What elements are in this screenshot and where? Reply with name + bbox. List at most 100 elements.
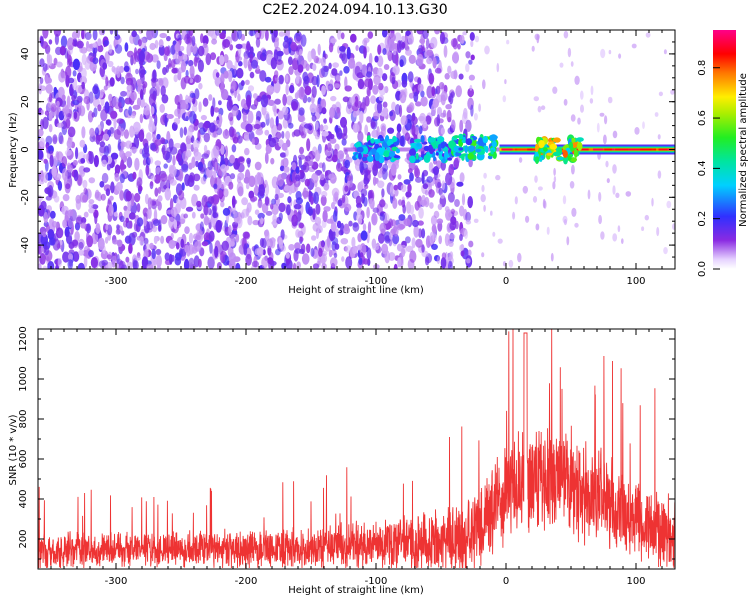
faint-speckle bbox=[465, 219, 472, 225]
noise-speckle bbox=[228, 224, 232, 236]
signal-cluster-blob bbox=[433, 156, 437, 162]
noise-speckle bbox=[363, 258, 369, 265]
faint-speckle bbox=[587, 189, 591, 200]
noise-speckle bbox=[326, 235, 331, 248]
noise-speckle bbox=[222, 38, 231, 48]
noise-speckle bbox=[86, 40, 90, 49]
noise-speckle bbox=[86, 223, 92, 234]
noise-speckle bbox=[293, 129, 301, 137]
noise-speckle bbox=[373, 74, 381, 86]
noise-speckle bbox=[154, 113, 158, 127]
noise-speckle bbox=[357, 78, 365, 90]
noise-speckle bbox=[444, 206, 450, 213]
faint-speckle bbox=[567, 47, 572, 58]
noise-speckle bbox=[452, 51, 459, 64]
noise-speckle bbox=[367, 31, 374, 39]
noise-speckle bbox=[260, 121, 266, 128]
noise-speckle bbox=[175, 242, 180, 250]
noise-speckle bbox=[130, 113, 136, 119]
noise-speckle bbox=[230, 234, 238, 242]
x-tick-label: -200 bbox=[235, 276, 258, 287]
noise-speckle bbox=[207, 196, 215, 205]
noise-speckle bbox=[145, 243, 150, 252]
faint-speckle bbox=[569, 181, 575, 189]
noise-speckle bbox=[236, 181, 244, 195]
signal-cluster-blob bbox=[485, 145, 489, 153]
signal-cluster-blob bbox=[563, 155, 568, 165]
noise-speckle bbox=[430, 36, 438, 49]
noise-speckle bbox=[459, 233, 463, 242]
faint-speckle bbox=[580, 90, 584, 100]
noise-speckle bbox=[450, 208, 455, 215]
noise-speckle bbox=[343, 226, 351, 235]
noise-speckle bbox=[321, 107, 327, 115]
signal-cluster-blob bbox=[568, 141, 574, 150]
noise-speckle bbox=[109, 195, 114, 201]
noise-speckle bbox=[78, 105, 86, 117]
noise-speckle bbox=[124, 97, 132, 105]
noise-speckle bbox=[336, 106, 341, 114]
faint-speckle bbox=[484, 45, 490, 55]
noise-speckle bbox=[415, 238, 423, 248]
noise-speckle bbox=[311, 172, 319, 184]
noise-speckle bbox=[307, 50, 313, 63]
noise-speckle bbox=[249, 46, 254, 55]
noise-speckle bbox=[440, 91, 448, 102]
signal-cluster-blob bbox=[556, 156, 565, 161]
signal-cluster-blob bbox=[534, 151, 539, 158]
noise-speckle bbox=[56, 100, 60, 107]
faint-speckle bbox=[621, 238, 624, 245]
noise-speckle bbox=[66, 232, 73, 245]
noise-speckle bbox=[282, 93, 287, 106]
noise-speckle bbox=[136, 97, 141, 108]
noise-speckle bbox=[48, 39, 53, 45]
noise-speckle bbox=[381, 73, 388, 82]
signal-cluster-blob bbox=[453, 135, 460, 139]
noise-speckle bbox=[420, 90, 425, 98]
signal-cluster-blob bbox=[358, 152, 362, 160]
noise-speckle bbox=[399, 135, 405, 147]
noise-speckle bbox=[284, 148, 289, 157]
noise-speckle bbox=[330, 95, 337, 102]
noise-speckle bbox=[448, 260, 453, 269]
noise-speckle bbox=[169, 253, 173, 265]
noise-speckle bbox=[220, 81, 225, 94]
noise-speckle bbox=[105, 224, 109, 231]
noise-speckle bbox=[278, 31, 285, 37]
noise-speckle bbox=[81, 53, 87, 66]
noise-speckle bbox=[166, 35, 171, 42]
noise-speckle bbox=[350, 33, 357, 43]
faint-speckle bbox=[522, 185, 528, 194]
noise-speckle bbox=[217, 188, 223, 198]
noise-speckle bbox=[266, 238, 274, 249]
noise-speckle bbox=[170, 206, 178, 218]
noise-speckle bbox=[213, 145, 220, 159]
noise-speckle bbox=[136, 177, 143, 188]
noise-speckle bbox=[64, 47, 69, 59]
noise-speckle bbox=[255, 110, 262, 121]
noise-speckle bbox=[275, 248, 281, 256]
noise-speckle bbox=[322, 210, 328, 223]
faint-speckle bbox=[641, 226, 645, 231]
signal-cluster-blob bbox=[535, 143, 539, 152]
noise-speckle bbox=[143, 142, 149, 155]
noise-speckle bbox=[82, 154, 91, 160]
noise-speckle bbox=[270, 57, 277, 70]
noise-speckle bbox=[217, 168, 222, 179]
noise-speckle bbox=[222, 129, 230, 139]
noise-speckle bbox=[139, 113, 144, 124]
noise-speckle bbox=[243, 134, 251, 142]
noise-speckle bbox=[60, 35, 68, 49]
signal-cluster-blob bbox=[362, 156, 368, 162]
faint-speckle bbox=[603, 134, 607, 145]
noise-speckle bbox=[66, 37, 75, 51]
noise-speckle bbox=[71, 239, 79, 247]
noise-speckle bbox=[393, 263, 398, 269]
noise-speckle bbox=[100, 109, 108, 122]
noise-speckle bbox=[211, 38, 218, 45]
noise-speckle bbox=[112, 255, 117, 263]
faint-speckle bbox=[542, 198, 546, 209]
faint-speckle bbox=[666, 200, 672, 209]
noise-speckle bbox=[426, 49, 434, 57]
noise-speckle bbox=[241, 197, 249, 206]
